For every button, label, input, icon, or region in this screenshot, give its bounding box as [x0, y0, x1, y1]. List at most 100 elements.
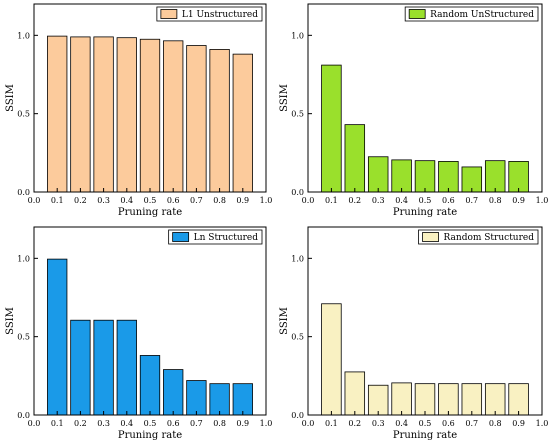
y-tick-label: 0.0	[291, 411, 304, 420]
x-tick-label: 0.6	[167, 196, 180, 205]
y-tick-label: 0.5	[17, 110, 30, 119]
y-tick-label: 0.0	[291, 188, 304, 197]
legend-swatch	[408, 9, 426, 19]
x-tick-label: 0.3	[97, 196, 110, 205]
x-tick-label: 0.6	[442, 419, 455, 428]
bar-1	[47, 258, 68, 416]
x-tick-label: 0.4	[395, 419, 408, 428]
y-tick-label: 1.0	[17, 254, 30, 263]
legend: Random Structured	[418, 229, 539, 245]
x-axis-label: Pruning rate	[118, 207, 182, 218]
bar-8	[209, 383, 230, 416]
y-tick-label: 0.5	[291, 333, 304, 342]
y-tick-label: 0.5	[291, 110, 304, 119]
bar-4	[116, 37, 137, 193]
bar-9	[232, 53, 253, 193]
x-tick-label: 0.3	[97, 419, 110, 428]
bar-6	[438, 383, 459, 416]
y-tick-label: 0.0	[17, 411, 30, 420]
x-tick-label: 0.7	[465, 196, 478, 205]
legend-label: Random UnStructured	[430, 10, 534, 20]
bar-6	[163, 40, 184, 193]
y-tick-label: 1.0	[17, 31, 30, 40]
bar-1	[321, 64, 342, 193]
bar-7	[461, 383, 483, 416]
x-tick-label: 0.1	[51, 419, 64, 428]
x-axis-label: Pruning rate	[393, 430, 457, 441]
bar-2	[344, 124, 366, 193]
x-tick-label: 0.9	[512, 419, 525, 428]
x-tick-label: 0.7	[190, 419, 203, 428]
bar-5	[414, 383, 436, 416]
bar-3	[367, 384, 389, 416]
x-tick-label: 0.2	[348, 419, 361, 428]
legend: Ln Structured	[168, 229, 263, 245]
bar-2	[70, 319, 91, 416]
legend-label: L1 Unstructured	[182, 10, 258, 20]
x-tick-label: 0.5	[419, 419, 432, 428]
x-tick-label: 0.3	[372, 419, 385, 428]
chart-panel-4: 0.0 0.1 0.2 0.3 0.4 0.5 0.6 0.7 0.8 0.9 1.0 0.0 0.5 1…	[279, 226, 549, 441]
x-tick-label: 0.6	[167, 419, 180, 428]
x-tick-label: 0.4	[120, 419, 133, 428]
x-tick-label: 0.9	[236, 196, 249, 205]
legend-box	[156, 6, 263, 22]
x-tick-label: 0.1	[51, 196, 64, 205]
bar-1	[321, 303, 342, 416]
bar-6	[438, 161, 459, 193]
x-tick-label: 0.0	[28, 196, 41, 205]
x-tick-label: 1.0	[536, 419, 549, 428]
x-tick-label: 0.8	[489, 419, 502, 428]
x-tick-label: 0.7	[465, 419, 478, 428]
bar-4	[391, 382, 412, 416]
x-tick-label: 0.2	[74, 196, 87, 205]
x-tick-label: 0.8	[213, 419, 226, 428]
y-tick-label: 1.0	[291, 254, 304, 263]
legend-swatch	[160, 9, 178, 19]
legend-box	[404, 6, 539, 22]
y-tick-label: 1.0	[291, 31, 304, 40]
x-tick-label: 0.8	[489, 196, 502, 205]
x-tick-label: 0.0	[302, 419, 315, 428]
x-axis-label: Pruning rate	[118, 430, 182, 441]
x-tick-label: 1.0	[260, 419, 273, 428]
bar-8	[209, 49, 230, 193]
y-tick-label: 0.5	[17, 333, 30, 342]
bar-5	[414, 160, 436, 193]
y-axis-label: SSIM	[5, 307, 16, 335]
bar-3	[367, 156, 389, 193]
bar-3	[93, 319, 114, 416]
x-tick-label: 0.4	[395, 196, 408, 205]
bar-7	[186, 380, 207, 416]
x-tick-label: 0.7	[190, 196, 203, 205]
legend-box	[168, 229, 263, 245]
chart-panel-1: 0.0 0.1 0.2 0.3 0.4 0.5 0.6 0.7 0.8 0.9 1.0 0.0 0.5 1…	[5, 3, 272, 218]
chart-panel-3: 0.0 0.1 0.2 0.3 0.4 0.5 0.6 0.7 0.8 0.9 1.0 0.0 0.5 1…	[5, 226, 273, 441]
legend-swatch	[422, 232, 439, 242]
bar-2	[70, 36, 91, 193]
bar-9	[508, 161, 529, 193]
bar-1	[47, 35, 68, 193]
bar-9	[508, 383, 529, 416]
x-tick-label: 0.5	[144, 419, 157, 428]
x-tick-label: 0.6	[442, 196, 455, 205]
x-tick-label: 0.1	[325, 196, 338, 205]
bar-8	[484, 383, 506, 416]
y-axis-label: SSIM	[279, 84, 290, 112]
x-tick-label: 0.9	[236, 419, 249, 428]
bar-8	[484, 160, 506, 193]
legend-box	[418, 229, 539, 245]
x-tick-label: 0.0	[302, 196, 315, 205]
legend-label: Random Structured	[444, 233, 535, 243]
x-tick-label: 0.8	[213, 196, 226, 205]
bar-6	[163, 369, 184, 416]
x-tick-label: 0.9	[512, 196, 525, 205]
chart-panel-2: 0.0 0.1 0.2 0.3 0.4 0.5 0.6 0.7 0.8 0.9 1.0 0.0 0.5 1…	[279, 3, 548, 218]
y-tick-label: 0.0	[17, 188, 30, 197]
legend-label: Ln Structured	[194, 233, 259, 243]
bar-4	[391, 159, 412, 193]
bar-2	[344, 371, 366, 416]
x-tick-label: 0.2	[74, 419, 87, 428]
legend-swatch	[172, 232, 190, 242]
